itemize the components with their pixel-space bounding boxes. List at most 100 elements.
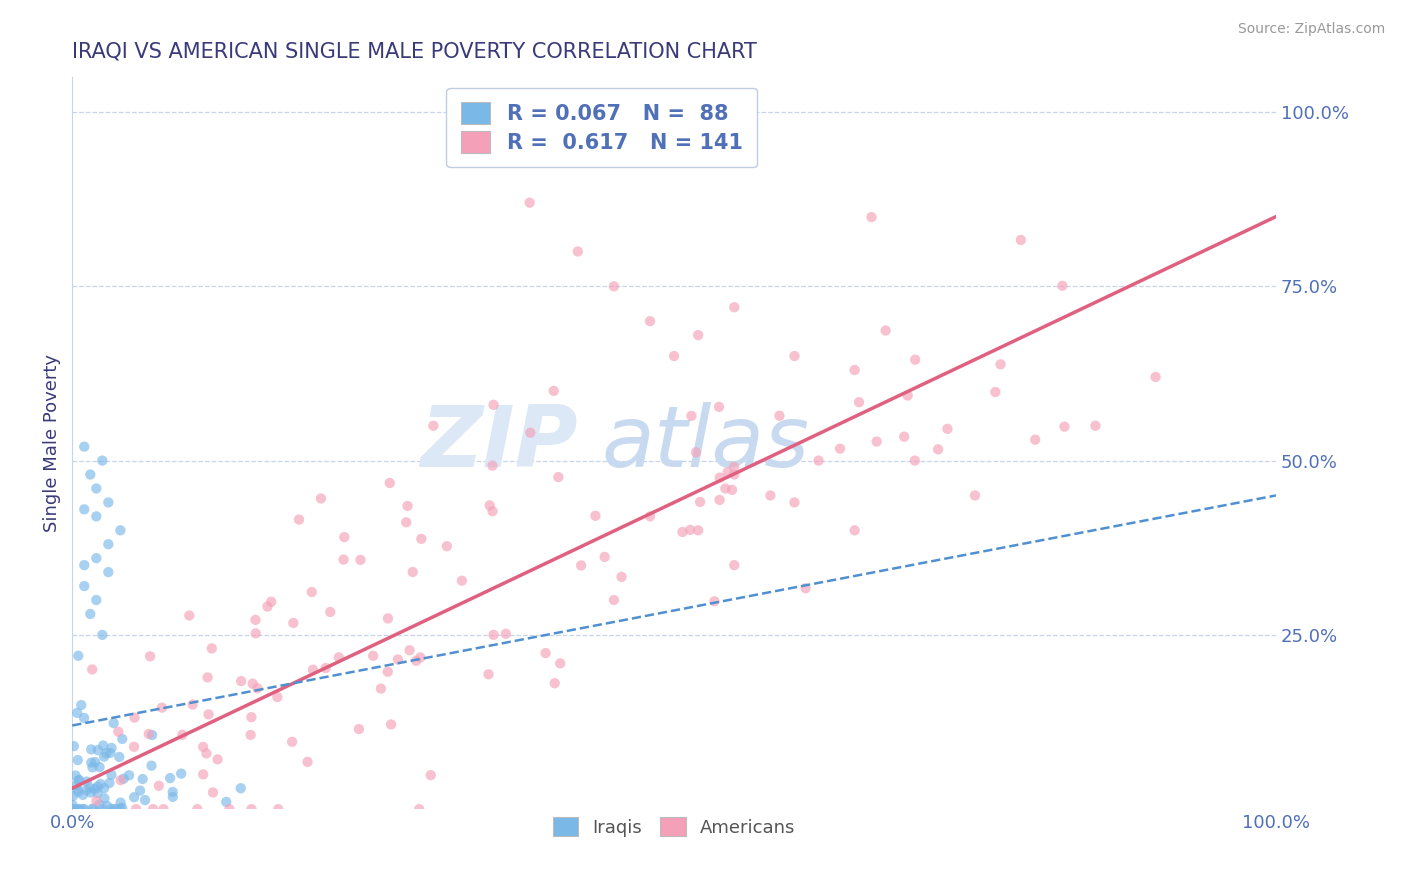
Point xyxy=(82,802,104,816)
Point xyxy=(125,802,148,816)
Point xyxy=(66,706,89,720)
Point xyxy=(844,524,866,538)
Point xyxy=(897,388,920,402)
Point xyxy=(148,779,170,793)
Point xyxy=(377,665,399,679)
Point xyxy=(207,752,229,766)
Point xyxy=(409,650,432,665)
Point xyxy=(519,425,541,440)
Point xyxy=(84,593,107,607)
Point xyxy=(593,549,616,564)
Point xyxy=(543,384,565,398)
Point xyxy=(395,516,418,530)
Point xyxy=(302,663,325,677)
Point xyxy=(716,465,738,479)
Point xyxy=(82,663,104,677)
Point xyxy=(319,605,342,619)
Point xyxy=(84,482,107,496)
Point xyxy=(347,722,370,736)
Point xyxy=(848,395,870,409)
Point xyxy=(603,279,626,293)
Point xyxy=(91,739,114,753)
Point xyxy=(110,796,132,810)
Point xyxy=(893,430,915,444)
Point xyxy=(610,570,633,584)
Point xyxy=(186,802,208,816)
Point xyxy=(179,608,201,623)
Point xyxy=(721,483,744,497)
Point xyxy=(387,652,409,666)
Point xyxy=(73,502,96,516)
Point xyxy=(865,434,887,449)
Point xyxy=(150,700,173,714)
Point xyxy=(260,595,283,609)
Point xyxy=(111,801,134,815)
Point xyxy=(112,772,135,786)
Point xyxy=(301,585,323,599)
Point xyxy=(107,724,129,739)
Point xyxy=(86,786,108,800)
Point xyxy=(408,802,430,816)
Point xyxy=(91,802,114,816)
Point xyxy=(98,776,121,790)
Point xyxy=(73,579,96,593)
Point xyxy=(98,746,121,760)
Point xyxy=(1052,278,1074,293)
Point xyxy=(481,458,503,473)
Point xyxy=(65,802,87,816)
Point xyxy=(105,802,128,816)
Point xyxy=(1024,433,1046,447)
Point xyxy=(122,739,145,754)
Point xyxy=(723,300,745,314)
Point xyxy=(688,328,710,343)
Point xyxy=(79,780,101,795)
Point xyxy=(662,349,685,363)
Point xyxy=(79,607,101,621)
Point xyxy=(162,785,184,799)
Point xyxy=(436,539,458,553)
Point xyxy=(266,690,288,704)
Point xyxy=(91,628,114,642)
Point xyxy=(97,565,120,579)
Point xyxy=(84,509,107,524)
Point xyxy=(723,459,745,474)
Point xyxy=(218,802,240,816)
Point xyxy=(281,735,304,749)
Point xyxy=(65,779,87,793)
Point xyxy=(411,532,433,546)
Point xyxy=(86,780,108,794)
Point xyxy=(159,771,181,785)
Point xyxy=(172,728,194,742)
Point xyxy=(567,244,589,259)
Point xyxy=(288,512,311,526)
Point xyxy=(714,482,737,496)
Point xyxy=(267,802,290,816)
Point xyxy=(100,802,122,816)
Point xyxy=(451,574,474,588)
Point xyxy=(67,648,90,663)
Point xyxy=(936,422,959,436)
Point xyxy=(396,499,419,513)
Point xyxy=(96,798,118,813)
Point xyxy=(72,788,94,802)
Point xyxy=(671,524,693,539)
Point xyxy=(398,643,420,657)
Point xyxy=(97,537,120,551)
Point xyxy=(131,772,153,786)
Point xyxy=(794,582,817,596)
Point xyxy=(333,530,356,544)
Point xyxy=(89,777,111,791)
Point xyxy=(990,357,1012,371)
Point xyxy=(927,442,949,457)
Point xyxy=(422,418,444,433)
Point xyxy=(129,783,152,797)
Point xyxy=(583,508,606,523)
Point xyxy=(93,749,115,764)
Point xyxy=(73,802,96,816)
Point xyxy=(122,790,145,805)
Point xyxy=(419,768,441,782)
Point xyxy=(245,613,267,627)
Point xyxy=(723,558,745,573)
Point xyxy=(256,599,278,614)
Point xyxy=(283,615,305,630)
